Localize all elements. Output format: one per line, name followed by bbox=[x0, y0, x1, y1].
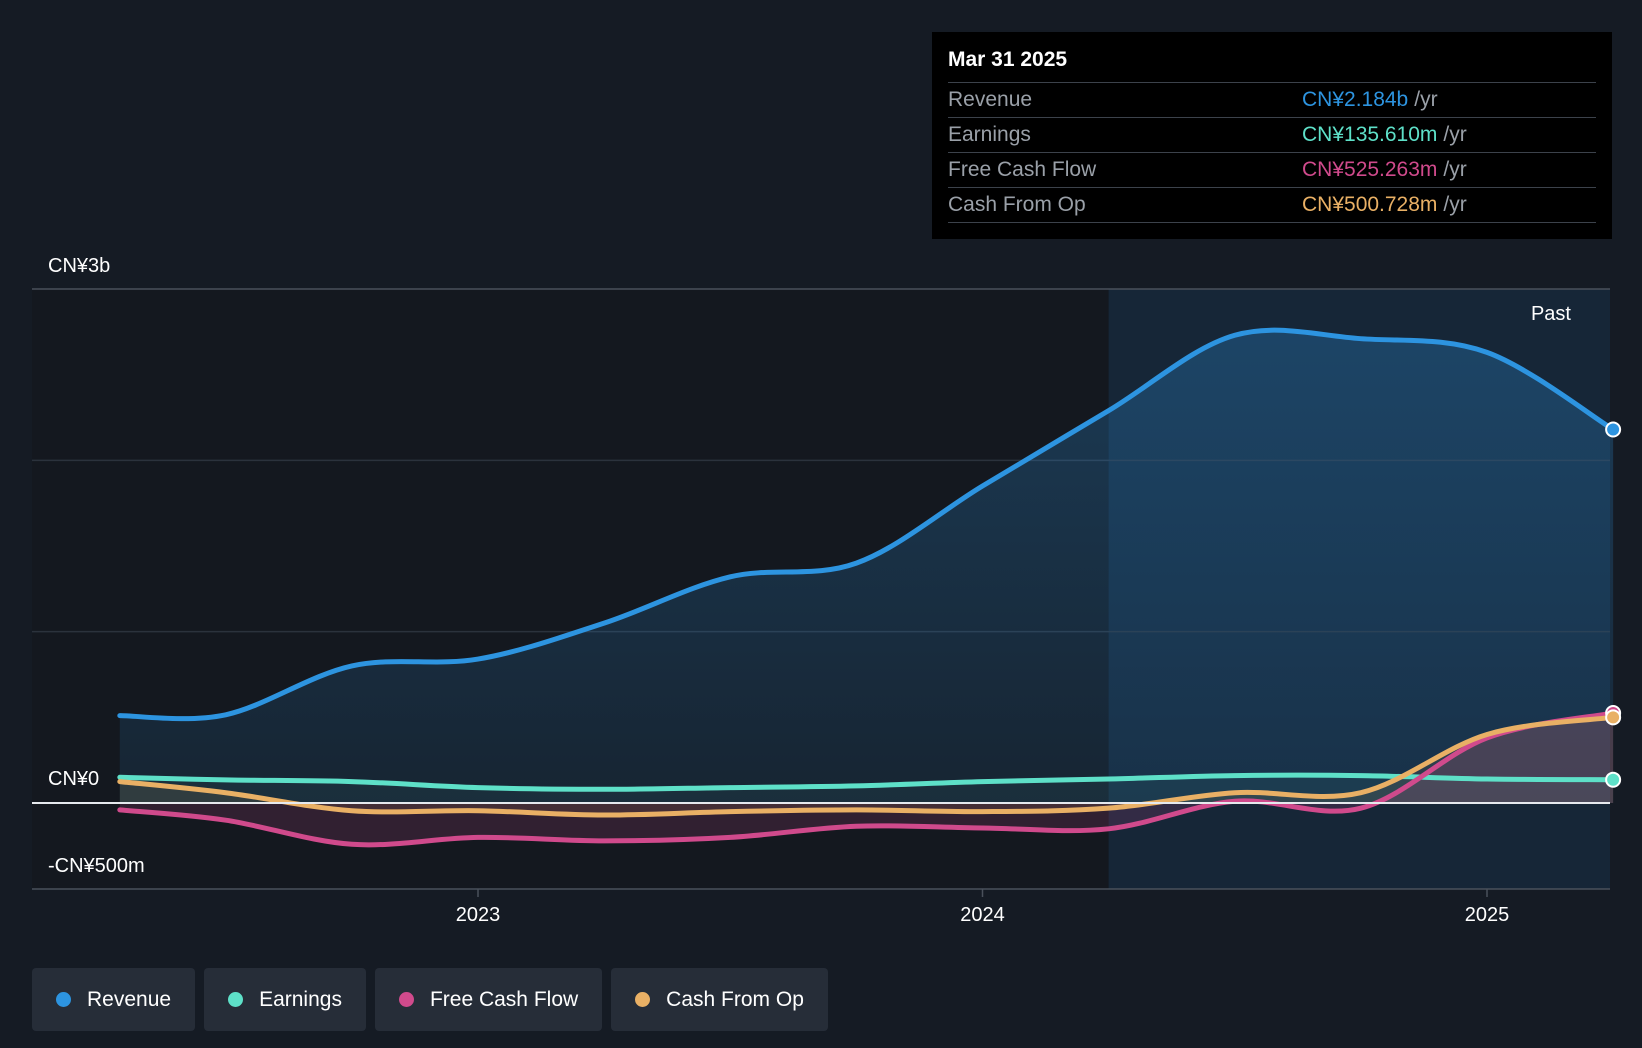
tooltip-row-earnings: Earnings CN¥135.610m/yr bbox=[948, 118, 1596, 153]
legend-label: Free Cash Flow bbox=[429, 987, 579, 1011]
tooltip-value: CN¥500.728m bbox=[1302, 193, 1438, 216]
legend-item-earnings[interactable]: Earnings bbox=[204, 968, 366, 1031]
past-region-label: Past bbox=[1531, 303, 1571, 325]
legend-dot-icon bbox=[635, 992, 651, 1007]
legend-dot-icon bbox=[398, 992, 414, 1007]
legend-label: Cash From Op bbox=[666, 987, 804, 1011]
series-area-earnings bbox=[119, 775, 1614, 803]
tooltip: Mar 31 2025 Revenue CN¥2.184b/yr Earning… bbox=[932, 32, 1612, 239]
tooltip-label: Cash From Op bbox=[948, 193, 1086, 216]
x-tick-label: 2023 bbox=[456, 904, 501, 926]
legend-label: Revenue bbox=[87, 987, 172, 1011]
y-tick-label-bottom: -CN¥500m bbox=[48, 855, 145, 877]
tooltip-row-cash-from-op: Cash From Op CN¥500.728m/yr bbox=[948, 188, 1596, 223]
tooltip-value: CN¥525.263m bbox=[1302, 158, 1438, 181]
tooltip-value: CN¥2.184b bbox=[1302, 88, 1409, 111]
tooltip-unit: /yr bbox=[1414, 88, 1438, 111]
series-area-revenue bbox=[119, 330, 1614, 803]
series-end-markers bbox=[1605, 421, 1622, 788]
y-tick-label-zero: CN¥0 bbox=[48, 768, 99, 790]
tooltip-unit: /yr bbox=[1443, 193, 1467, 216]
tooltip-row-free-cash-flow: Free Cash Flow CN¥525.263m/yr bbox=[948, 153, 1596, 188]
series-end-marker-earnings bbox=[1605, 771, 1622, 788]
x-tick-label: 2025 bbox=[1465, 904, 1510, 926]
legend-label: Earnings bbox=[259, 987, 342, 1011]
y-tick-label-top: CN¥3b bbox=[48, 255, 110, 277]
x-tick-label: 2024 bbox=[960, 904, 1005, 926]
legend-dot-icon bbox=[228, 992, 244, 1007]
tooltip-label: Free Cash Flow bbox=[948, 158, 1097, 181]
series-line-revenue bbox=[117, 327, 1616, 722]
legend-item-cash-from-op[interactable]: Cash From Op bbox=[611, 968, 828, 1031]
series-end-marker-revenue bbox=[1605, 421, 1622, 438]
legend-item-free-cash-flow[interactable]: Free Cash Flow bbox=[374, 968, 603, 1031]
series-lines bbox=[117, 327, 1616, 848]
x-axis-ticks: 2023 2024 2025 bbox=[456, 889, 1510, 926]
series-line-earnings bbox=[117, 772, 1616, 792]
tooltip-date: Mar 31 2025 bbox=[948, 46, 1596, 83]
legend: Revenue Earnings Free Cash Flow Cash Fro… bbox=[32, 968, 828, 1031]
tooltip-value: CN¥135.610m bbox=[1302, 123, 1438, 146]
tooltip-unit: /yr bbox=[1443, 123, 1467, 146]
tooltip-unit: /yr bbox=[1443, 158, 1467, 181]
tooltip-row-revenue: Revenue CN¥2.184b/yr bbox=[948, 83, 1596, 118]
tooltip-label: Earnings bbox=[948, 123, 1031, 146]
series-line-free-cash-flow bbox=[117, 710, 1616, 848]
legend-dot-icon bbox=[56, 992, 71, 1007]
chart-area: 2023 2024 2025 CN¥3b CN¥0 -CN¥500m Past bbox=[32, 255, 1622, 926]
tooltip-label: Revenue bbox=[948, 88, 1033, 111]
legend-item-revenue[interactable]: Revenue bbox=[32, 968, 196, 1031]
series-end-marker-cash-from-op bbox=[1605, 709, 1622, 726]
series-line-cash-from-op bbox=[117, 714, 1616, 818]
